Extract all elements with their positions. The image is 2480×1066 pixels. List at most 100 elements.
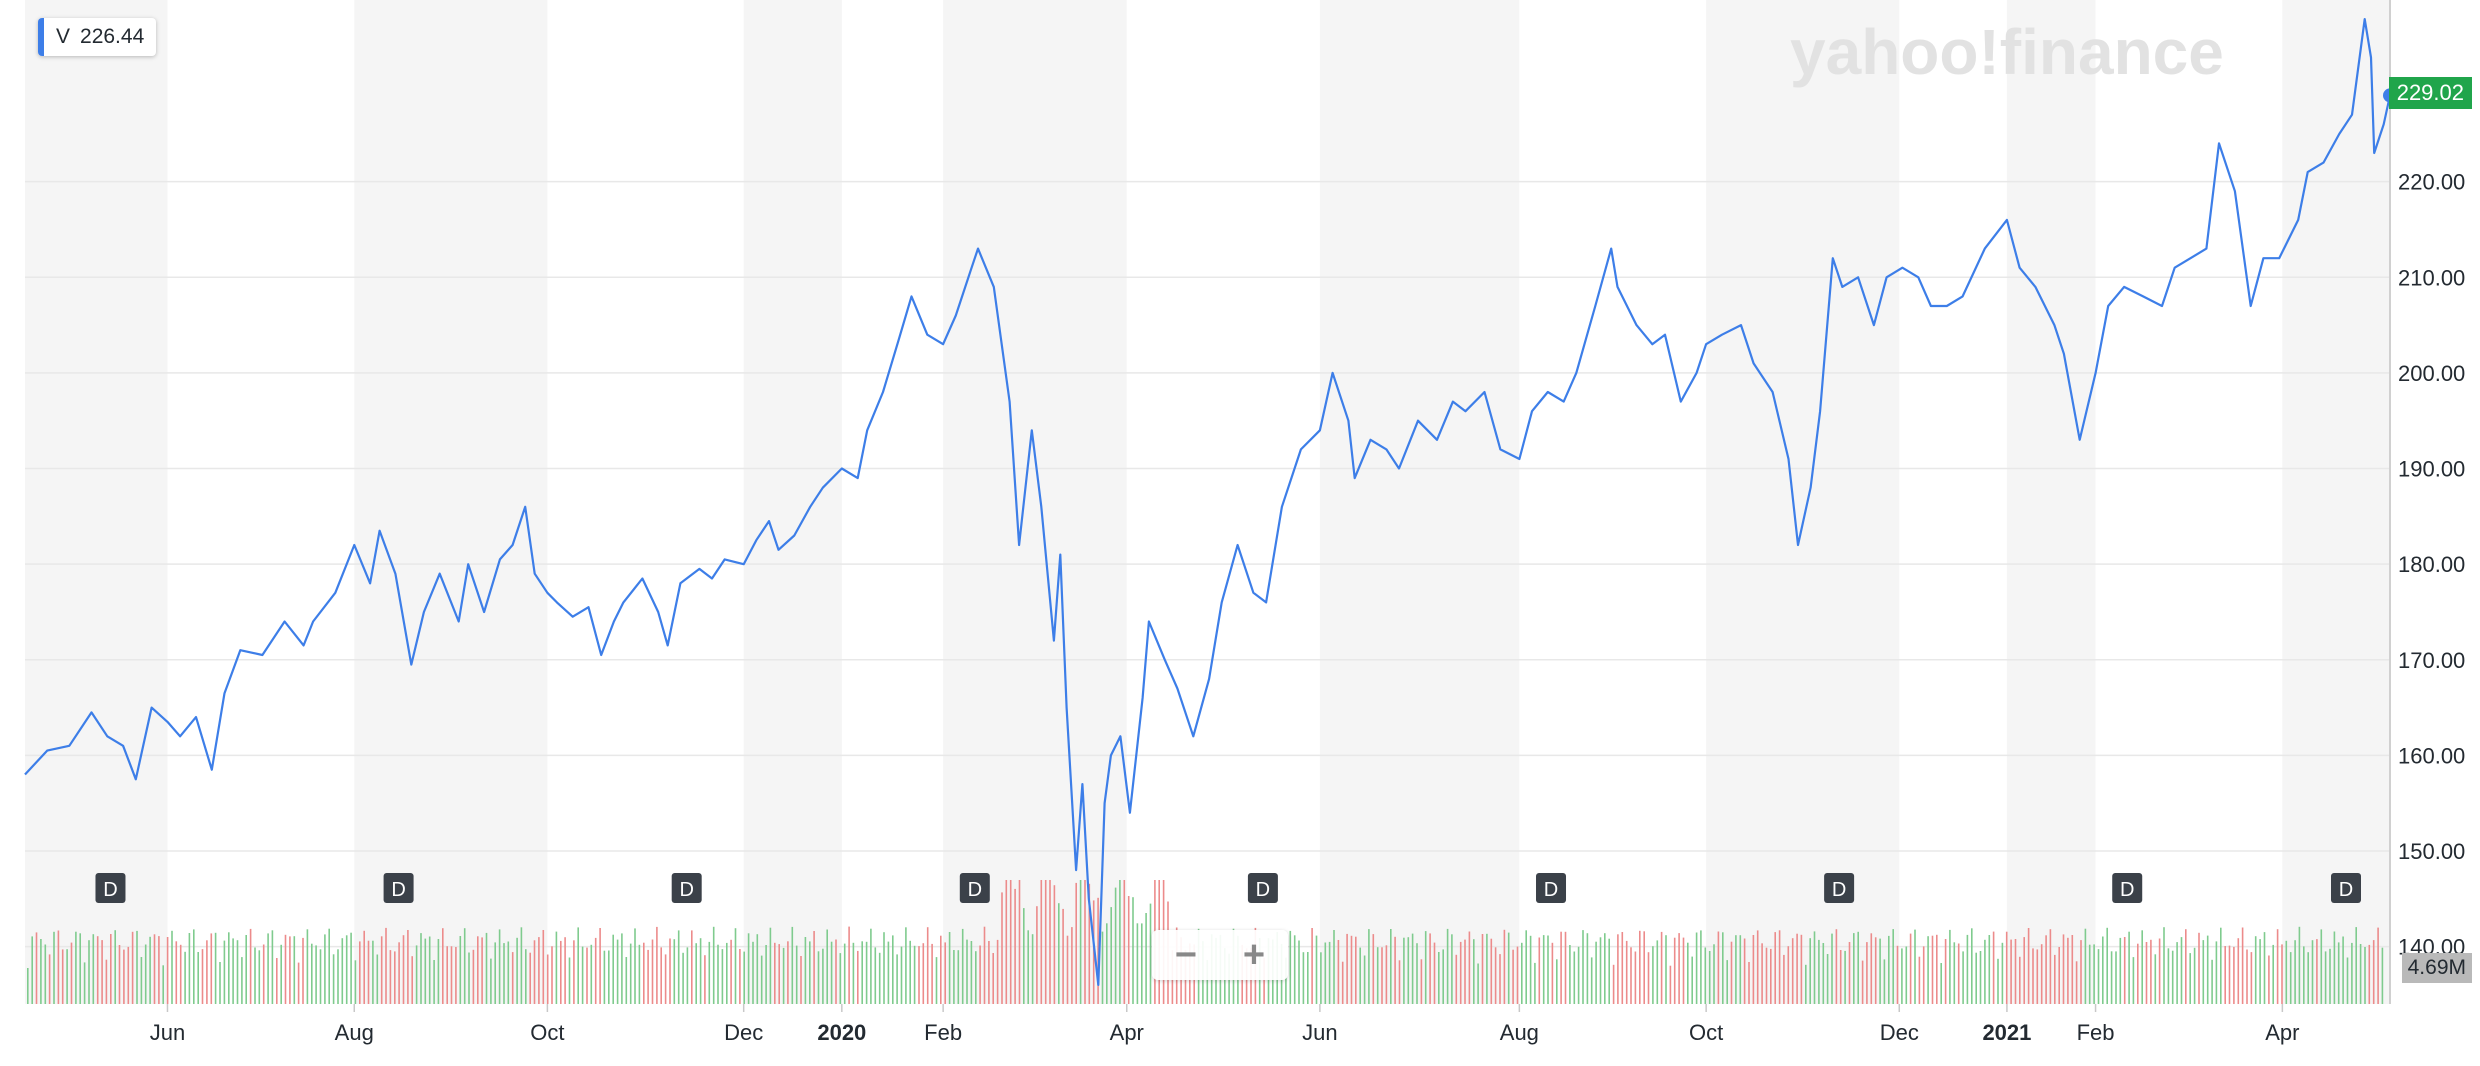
volume-bar — [1302, 952, 1305, 1004]
y-axis: 220.00 210.00 200.00 190.00 180.00 170.00 160.… — [2398, 170, 2465, 960]
volume-bar — [1608, 938, 1610, 1004]
volume-bar — [1123, 880, 1126, 1004]
legend: V 226.44 — [38, 18, 157, 56]
zoom-out-button[interactable]: − — [1174, 933, 1198, 976]
volume-bar — [747, 933, 750, 1004]
volume-bar — [442, 928, 444, 1004]
dividend-badge[interactable]: D — [959, 873, 990, 903]
volume-bar — [2377, 927, 2379, 1004]
dividend-badge[interactable]: D — [1247, 873, 1278, 903]
volume-bar — [2276, 929, 2279, 1004]
volume-bar — [520, 927, 523, 1004]
x-tick-label: Feb — [924, 1020, 962, 1045]
volume-bar — [1639, 930, 1641, 1004]
volume-bar — [345, 935, 348, 1004]
volume-bar — [166, 937, 169, 1004]
x-tick-label: Jun — [150, 1020, 185, 1045]
dividend-badge-box — [2331, 873, 2361, 903]
volume-bar — [2381, 947, 2384, 1004]
dividend-badge[interactable]: D — [1536, 873, 1567, 903]
volume-bar — [271, 930, 274, 1004]
volume-bar — [961, 928, 964, 1004]
volume-bar — [455, 947, 457, 1004]
volume-bar — [590, 944, 593, 1004]
volume-bar — [1853, 933, 1855, 1004]
volume-bar — [1756, 930, 1759, 1004]
volume-bar — [2110, 951, 2113, 1004]
volume-bar — [1835, 929, 1838, 1004]
volume-bar — [2316, 939, 2318, 1004]
volume-bar — [944, 942, 946, 1004]
volume-bar — [1494, 947, 1497, 1004]
volume-bar — [1582, 930, 1584, 1004]
volume-bar — [1459, 941, 1462, 1004]
volume-bar — [2102, 936, 2104, 1004]
dividend-badge[interactable]: D — [2331, 873, 2361, 903]
dividend-badge[interactable]: D — [2112, 873, 2143, 903]
volume-bar — [621, 933, 623, 1004]
volume-bar — [1979, 951, 1982, 1004]
volume-bar — [2307, 952, 2309, 1004]
dividend-badge[interactable]: D — [95, 873, 126, 903]
volume-bar — [1922, 946, 1925, 1004]
volume-bar — [223, 940, 226, 1004]
volume-bar — [787, 941, 789, 1004]
volume-bar — [1499, 954, 1501, 1004]
volume-bar — [839, 953, 842, 1004]
volume-bar — [1009, 880, 1012, 1004]
volume-bar — [498, 929, 501, 1004]
volume-bar — [2346, 957, 2349, 1004]
volume-bar — [459, 936, 462, 1004]
volume-bar — [175, 941, 178, 1004]
volume-bar — [1433, 942, 1436, 1004]
volume-bar — [695, 943, 697, 1004]
volume-bar — [1691, 956, 1693, 1004]
volume-bar — [507, 941, 510, 1004]
volume-bar — [1311, 928, 1313, 1004]
volume-bar — [1101, 931, 1104, 1004]
legend-value: 226.44 — [80, 25, 145, 48]
volume-bar — [332, 954, 335, 1004]
volume-bar — [1612, 964, 1615, 1004]
volume-bar — [625, 957, 628, 1004]
volume-bar — [647, 949, 649, 1004]
volume-bar — [1560, 931, 1562, 1004]
volume-bar — [1630, 947, 1632, 1004]
volume-bar — [1416, 943, 1418, 1004]
volume-bar — [306, 929, 309, 1004]
volume-bar — [214, 932, 217, 1004]
volume-bar — [1481, 934, 1484, 1004]
volume-bar — [1385, 945, 1388, 1004]
volume-bar — [1420, 959, 1423, 1004]
volume-bar — [184, 951, 186, 1004]
volume-bar — [638, 944, 641, 1004]
month-band — [2282, 0, 2390, 1004]
volume-bar — [874, 947, 877, 1004]
zoom-in-button[interactable]: + — [1242, 933, 1266, 976]
volume-bar — [782, 947, 785, 1004]
volume-bar — [1136, 923, 1139, 1004]
volume-bar — [96, 936, 99, 1004]
volume-bar — [1058, 903, 1060, 1004]
dividend-badge[interactable]: D — [1824, 873, 1855, 903]
x-tick-label: Aug — [1500, 1020, 1539, 1045]
volume-bar — [2185, 929, 2187, 1004]
volume-bar — [1822, 943, 1825, 1004]
volume-bar — [1542, 935, 1545, 1004]
volume-bar — [1014, 888, 1016, 1004]
volume-bar — [2250, 952, 2253, 1004]
dividend-badge[interactable]: D — [383, 873, 414, 903]
dividend-badge[interactable]: D — [671, 873, 702, 903]
volume-bar — [450, 946, 453, 1004]
dividend-badge-label: D — [1832, 879, 1846, 901]
volume-bar — [2268, 955, 2270, 1004]
volume-bar — [1564, 931, 1567, 1004]
volume-bar — [835, 939, 837, 1004]
volume-bar — [2075, 961, 2078, 1004]
volume-bar — [769, 927, 772, 1004]
y-tick-label: 150.00 — [2398, 839, 2465, 864]
volume-bar — [1119, 880, 1121, 1004]
volume-bar — [2289, 952, 2292, 1004]
volume-bar — [2132, 957, 2135, 1004]
